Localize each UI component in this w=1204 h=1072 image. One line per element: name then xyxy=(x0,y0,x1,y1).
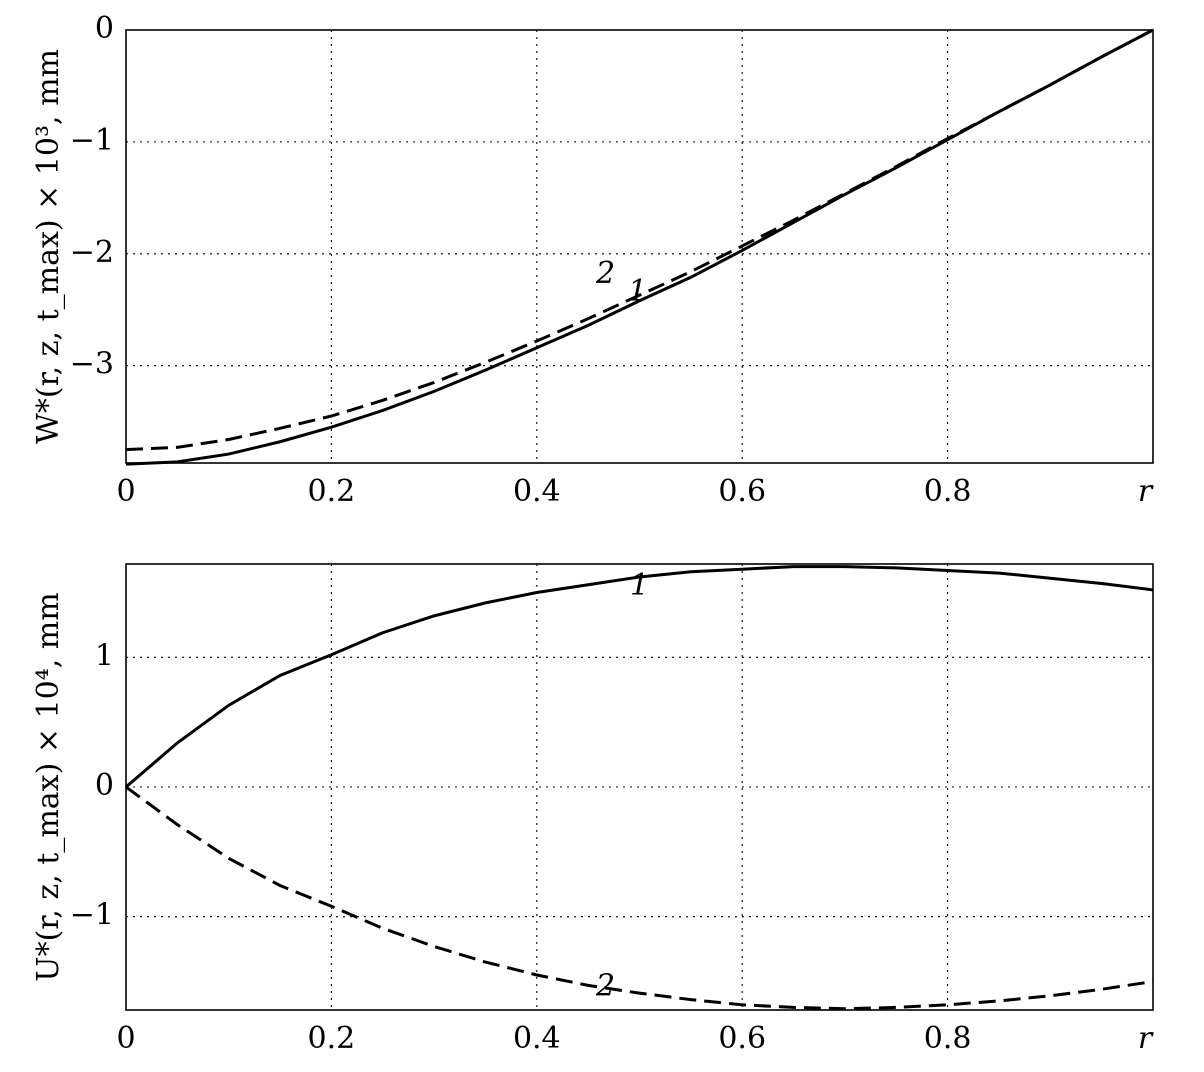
y-tick-label: 1 xyxy=(95,638,114,673)
plot-frame xyxy=(125,563,1154,1011)
y-tick-label: −1 xyxy=(70,123,114,158)
top-chart-w-displacement: 12 0 0.2 0.4 0.6 0.8 0 −1 −2 −3 r W*(r, z, t_max) ×… xyxy=(31,11,1154,509)
x-tick-label: 0.2 xyxy=(308,1021,356,1056)
x-tick-label: 0.8 xyxy=(924,474,972,509)
curve-label-1: 1 xyxy=(628,274,647,309)
y-tick-label: −3 xyxy=(70,347,114,382)
x-axis-label: r xyxy=(1138,1021,1154,1056)
series-line-1 xyxy=(125,28,1154,466)
x-tick-label: 0.2 xyxy=(308,474,356,509)
y-axis-label: U*(r, z, t_max) × 10⁴, mm xyxy=(31,592,66,981)
series-line-2 xyxy=(125,785,1154,1011)
bottom-chart-u-displacement: 1 2 0 0.2 0.4 0.6 0.8 1 0 −1 r U*(r, z, t_max) × 10… xyxy=(31,563,1154,1056)
y-axis-label: W*(r, z, t_max) × 10³, mm xyxy=(31,49,66,444)
curve-label-2: 2 xyxy=(595,256,615,291)
x-tick-label: 0.6 xyxy=(718,1021,766,1056)
curve-label-1: 1 xyxy=(630,568,649,603)
y-tick-label: −1 xyxy=(70,898,114,933)
x-axis-label: r xyxy=(1138,474,1154,509)
y-tick-label: −2 xyxy=(70,235,114,270)
curve-label-2: 2 xyxy=(595,968,615,1003)
x-tick-label: 0 xyxy=(116,1021,135,1056)
x-tick-label: 0 xyxy=(116,474,135,509)
grid xyxy=(126,30,1153,463)
series-line-1 xyxy=(125,565,1154,789)
x-tick-label: 0.4 xyxy=(513,1021,561,1056)
x-tick-label: 0.6 xyxy=(718,474,766,509)
y-tick-label: 0 xyxy=(95,11,114,46)
x-tick-label: 0.4 xyxy=(513,474,561,509)
x-tick-label: 0.8 xyxy=(924,1021,972,1056)
grid xyxy=(126,564,1153,1010)
series-line-2 xyxy=(125,28,1154,452)
plot-frame xyxy=(125,29,1154,464)
y-tick-label: 0 xyxy=(95,768,114,803)
